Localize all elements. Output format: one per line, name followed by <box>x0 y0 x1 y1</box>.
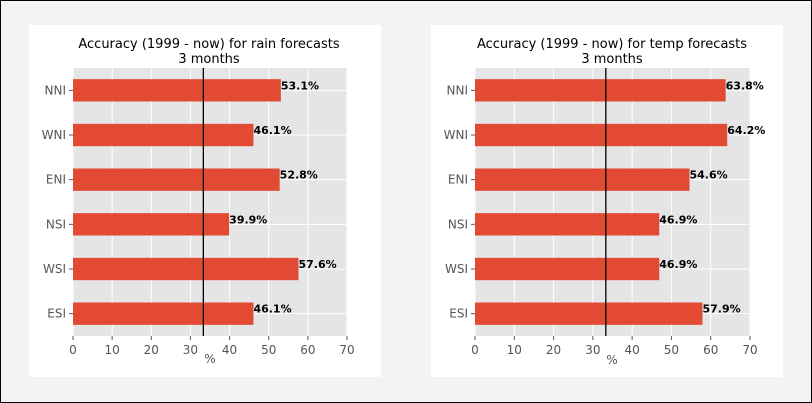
x-axis-label: % <box>606 353 617 367</box>
bar <box>73 168 280 191</box>
y-tick-label: WNI <box>444 128 468 142</box>
y-tick-label: ENI <box>448 173 468 187</box>
y-tick-label: NNI <box>45 83 67 97</box>
plot-area: 0 10 20 30 40 50 60 70 NNI WNI ENI NSI WSI ESI 63.8% 64… <box>444 68 765 357</box>
x-tick-label: 50 <box>664 343 679 357</box>
chart-title: Accuracy (1999 - now) for temp forecasts <box>477 37 747 52</box>
rain-accuracy-chart-panel: 0 10 20 30 40 50 60 70 NNI WNI ENI NSI WSI ESI 53.1% 46… <box>29 25 381 377</box>
x-tick-label: 20 <box>144 343 159 357</box>
rain-accuracy-chart: 0 10 20 30 40 50 60 70 NNI WNI ENI NSI WSI ESI 53.1% 46… <box>42 37 355 366</box>
y-tick-label: WNI <box>42 128 66 142</box>
x-tick-label: 30 <box>183 343 198 357</box>
chart-subtitle: 3 months <box>178 52 240 67</box>
x-tick-label: 40 <box>625 343 640 357</box>
x-tick-label: 70 <box>339 343 354 357</box>
chart-title: Accuracy (1999 - now) for rain forecasts <box>78 37 339 52</box>
data-label: 57.9% <box>702 303 740 316</box>
data-label: 46.1% <box>253 303 291 316</box>
y-tick-label: ESI <box>47 307 66 321</box>
x-tick-label: 70 <box>742 343 757 357</box>
data-label: 39.9% <box>229 213 267 226</box>
temp-accuracy-chart-panel: 0 10 20 30 40 50 60 70 NNI WNI ENI NSI WSI ESI 63.8% 64… <box>431 25 783 377</box>
x-tick-label: 60 <box>703 343 718 357</box>
y-tick-label: NSI <box>448 217 468 231</box>
bar <box>475 213 660 236</box>
data-label: 53.1% <box>281 79 319 92</box>
x-tick-label: 60 <box>300 343 315 357</box>
temp-accuracy-chart: 0 10 20 30 40 50 60 70 NNI WNI ENI NSI WSI ESI 63.8% 64… <box>444 37 766 367</box>
y-tick-label: WSI <box>445 262 468 276</box>
x-tick-label: 0 <box>69 343 77 357</box>
data-label: 54.6% <box>690 169 728 182</box>
plot-background <box>475 68 750 336</box>
y-tick-label: NSI <box>46 217 66 231</box>
bar <box>475 257 660 281</box>
data-label: 57.6% <box>298 258 336 271</box>
bar <box>73 123 254 147</box>
x-tick-label: 10 <box>105 343 120 357</box>
bar <box>475 302 703 325</box>
x-tick-label: 20 <box>546 343 561 357</box>
x-tick-label: 0 <box>471 343 479 357</box>
x-tick-label: 50 <box>261 343 276 357</box>
data-label: 63.8% <box>726 79 764 92</box>
bar <box>475 79 726 102</box>
bar <box>73 257 299 281</box>
chart-subtitle: 3 months <box>581 52 643 67</box>
x-tick-label: 10 <box>507 343 522 357</box>
plot-area: 0 10 20 30 40 50 60 70 NNI WNI ENI NSI WSI ESI 53.1% 46… <box>42 68 355 357</box>
data-label: 46.9% <box>659 258 697 271</box>
bar <box>73 302 254 325</box>
data-label: 64.2% <box>727 124 765 137</box>
y-tick-label: NNI <box>447 83 469 97</box>
bar <box>475 123 728 147</box>
plot-background <box>73 68 347 336</box>
y-tick-label: ENI <box>46 173 66 187</box>
y-tick-label: WSI <box>43 262 66 276</box>
x-tick-label: 40 <box>222 343 237 357</box>
bar <box>73 213 230 236</box>
x-axis-label: % <box>204 352 215 366</box>
x-tick-label: 30 <box>585 343 600 357</box>
bar <box>475 168 690 191</box>
y-tick-label: ESI <box>449 307 468 321</box>
data-label: 46.9% <box>659 213 697 226</box>
data-label: 52.8% <box>280 169 318 182</box>
bar <box>73 79 281 102</box>
data-label: 46.1% <box>253 124 291 137</box>
